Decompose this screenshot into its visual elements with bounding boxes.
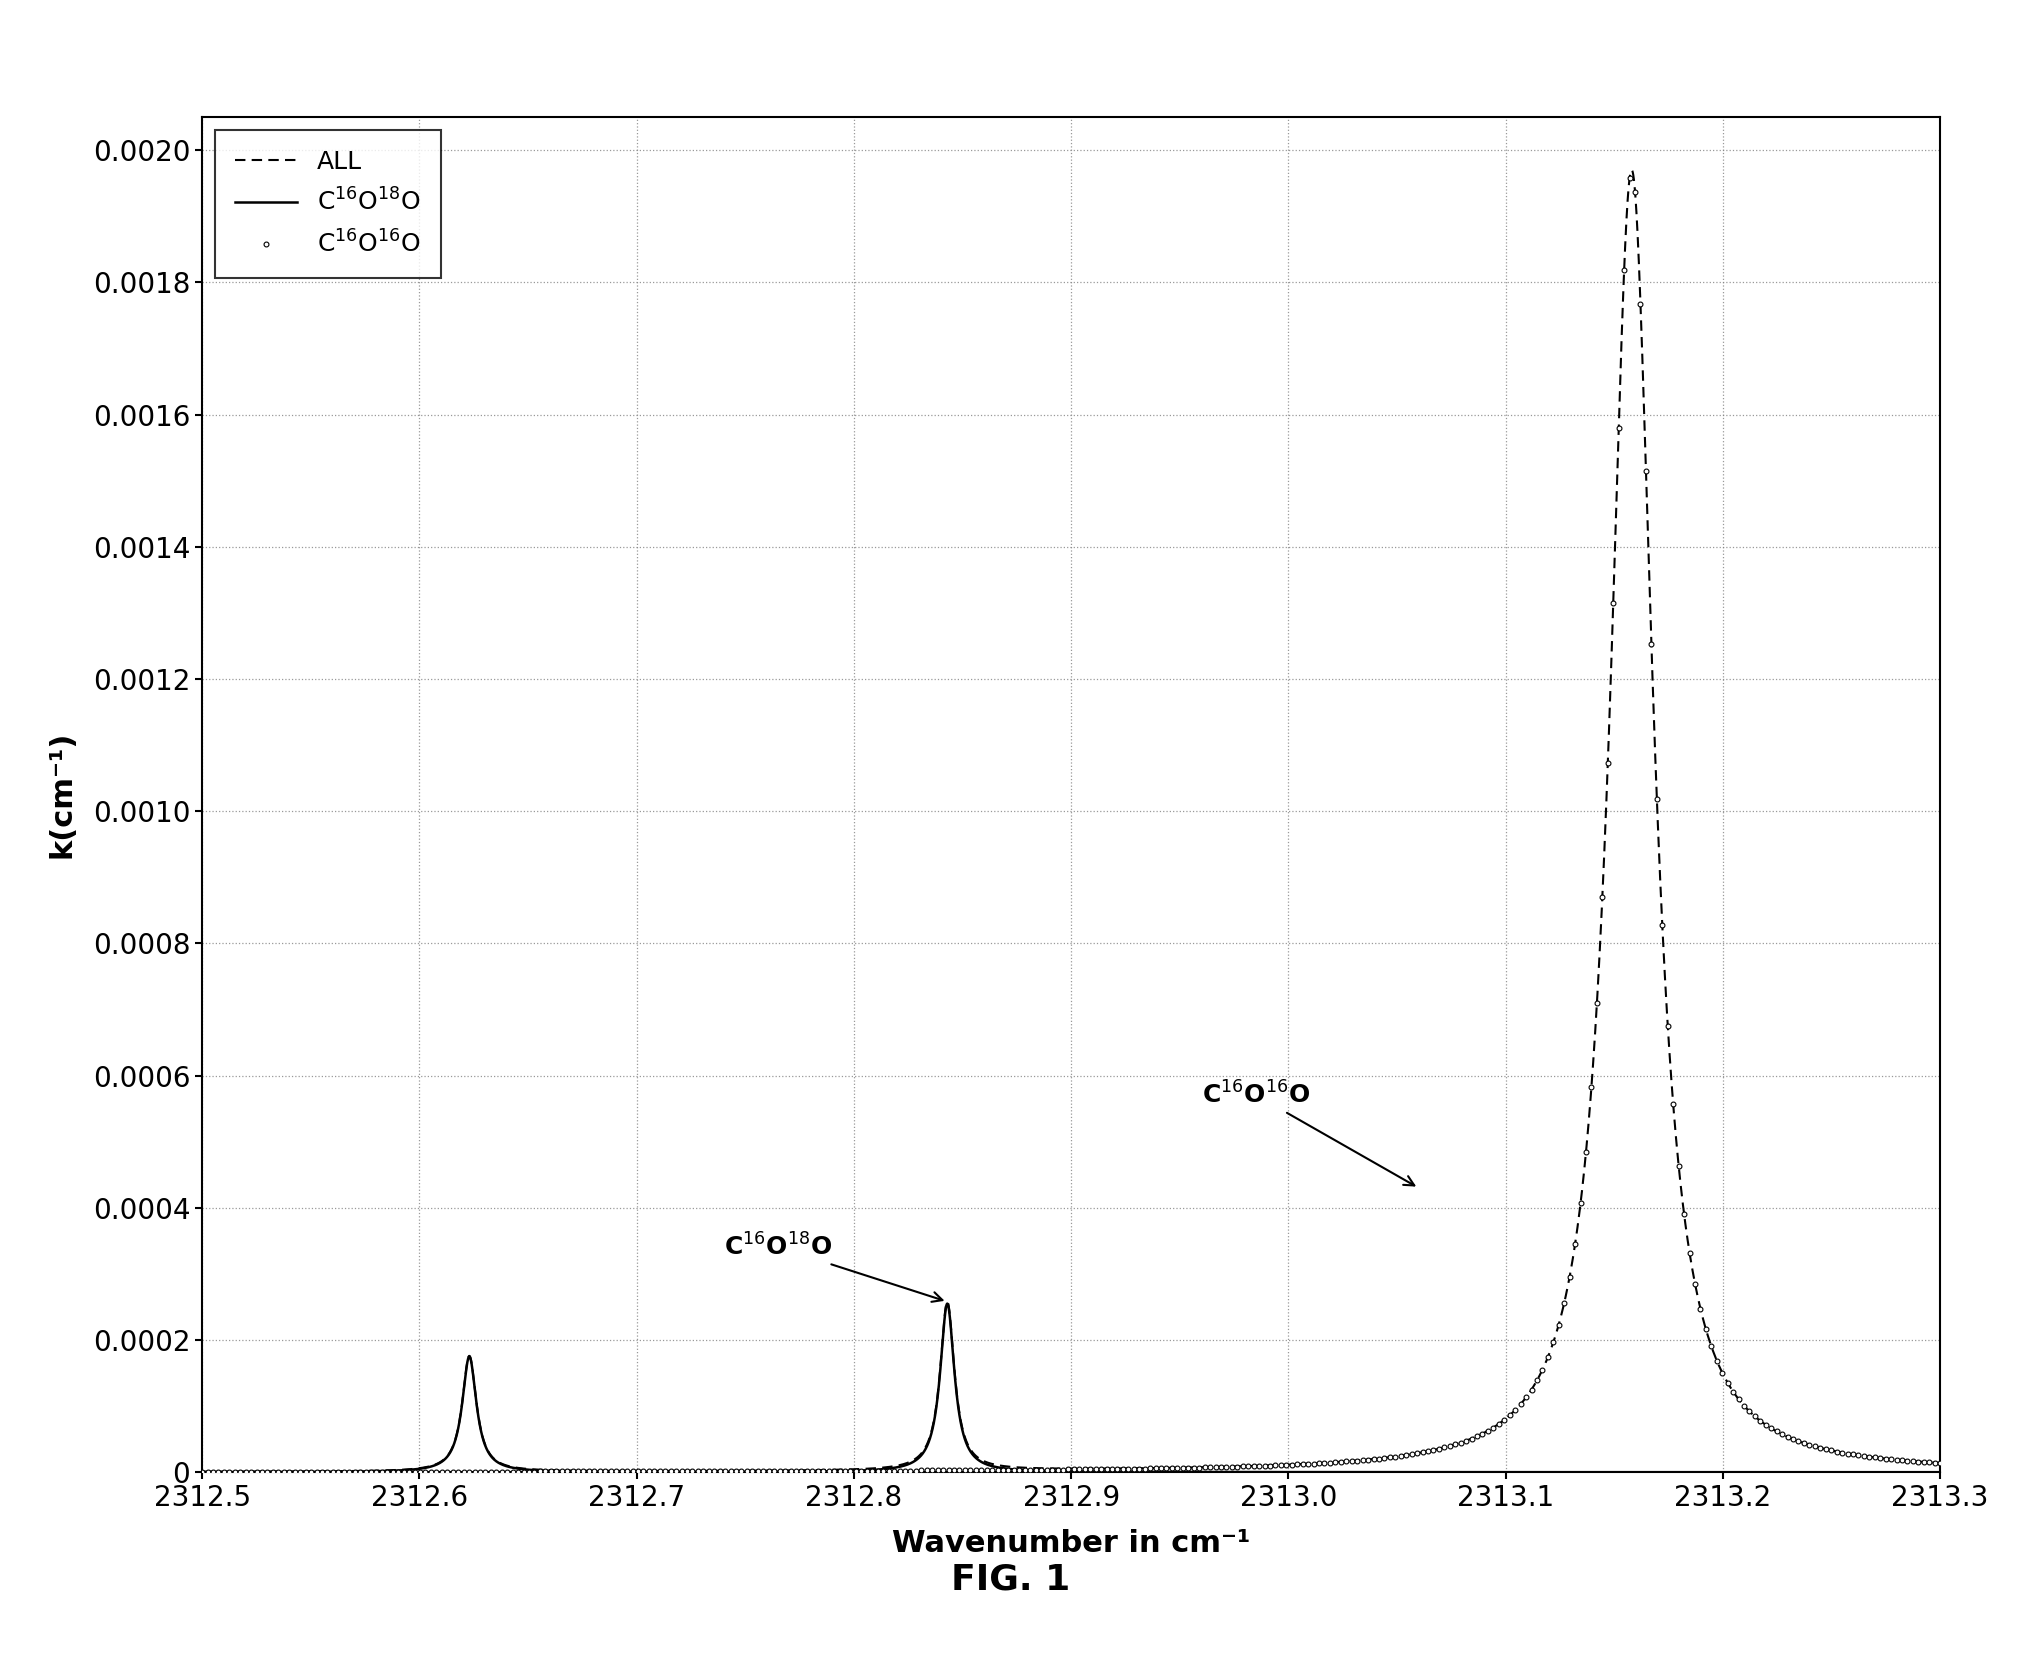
X-axis label: Wavenumber in cm⁻¹: Wavenumber in cm⁻¹ [891,1529,1251,1558]
C$^{16}$O$^{16}$O [1722,1382,1746,1402]
C$^{16}$O$^{18}$O [1306,1462,1330,1482]
C$^{16}$O$^{16}$O [1623,182,1647,202]
Y-axis label: k(cm⁻¹): k(cm⁻¹) [46,731,77,858]
C$^{16}$O$^{18}$O [1241,1462,1265,1482]
C$^{16}$O$^{18}$O [1928,1462,1952,1482]
C$^{16}$O$^{16}$O [1617,167,1641,187]
ALL [1815,1439,1839,1459]
Text: FIG. 1: FIG. 1 [950,1563,1071,1596]
ALL [1306,1454,1330,1474]
Text: C$^{16}$O$^{16}$O: C$^{16}$O$^{16}$O [1202,1081,1415,1186]
Legend: ALL, C$^{16}$O$^{18}$O, C$^{16}$O$^{16}$O: ALL, C$^{16}$O$^{18}$O, C$^{16}$O$^{16}$… [214,129,441,278]
C$^{16}$O$^{18}$O [1013,1461,1037,1481]
Line: C$^{16}$O$^{18}$O: C$^{16}$O$^{18}$O [202,1303,1940,1472]
C$^{16}$O$^{18}$O [190,1462,214,1482]
C$^{16}$O$^{16}$O [1928,1452,1952,1472]
C$^{16}$O$^{18}$O [936,1293,960,1313]
ALL [1435,1437,1459,1457]
ALL [1928,1452,1952,1472]
ALL [622,1461,647,1481]
C$^{16}$O$^{16}$O [1417,1440,1441,1461]
C$^{16}$O$^{18}$O [1815,1462,1839,1482]
C$^{16}$O$^{16}$O [190,1462,214,1482]
ALL [190,1462,214,1482]
ALL [1619,161,1643,181]
C$^{16}$O$^{16}$O [1437,1435,1461,1456]
C$^{16}$O$^{18}$O [622,1462,647,1482]
ALL [1013,1457,1037,1477]
Line: ALL: ALL [202,171,1940,1472]
C$^{16}$O$^{18}$O [1435,1462,1459,1482]
Line: C$^{16}$O$^{16}$O: C$^{16}$O$^{16}$O [200,176,1942,1474]
ALL [1241,1456,1265,1476]
C$^{16}$O$^{16}$O [441,1462,465,1482]
C$^{16}$O$^{16}$O [1089,1459,1114,1479]
Text: C$^{16}$O$^{18}$O: C$^{16}$O$^{18}$O [724,1233,942,1302]
